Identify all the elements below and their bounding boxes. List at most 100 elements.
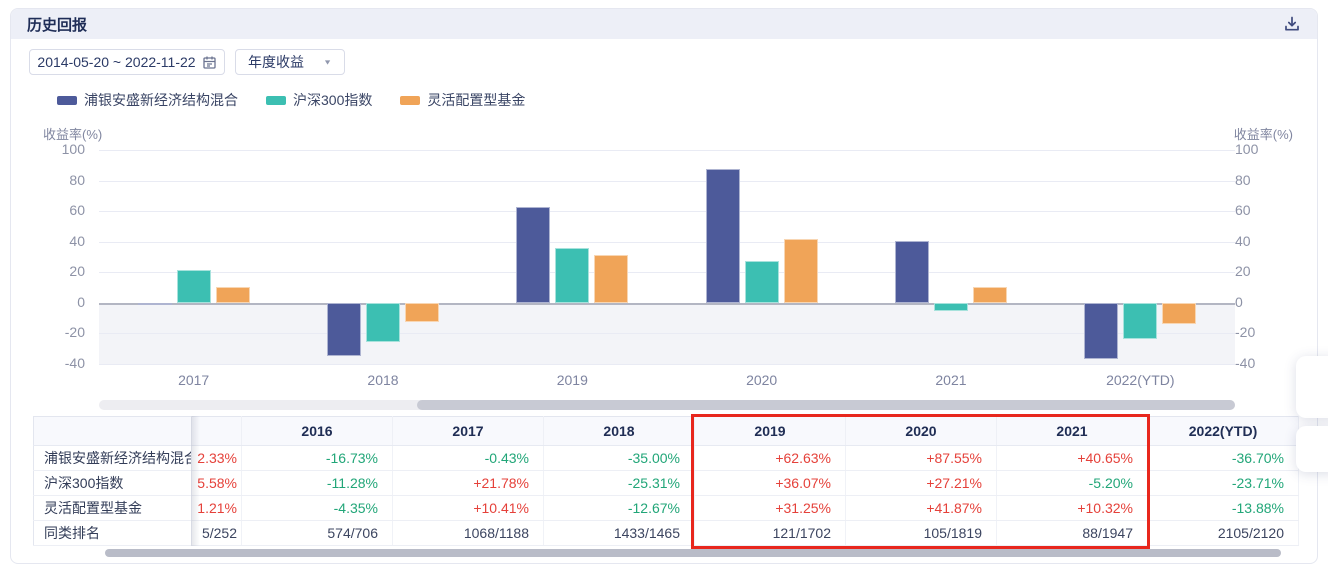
column-header-2017: 2017 [392, 416, 544, 446]
bar-2018-series0[interactable] [327, 302, 361, 357]
download-icon[interactable] [1283, 15, 1301, 33]
value-cell: +40.65% [996, 445, 1148, 471]
value-cell: -11.28% [241, 470, 393, 496]
legend-marker [400, 95, 421, 105]
value-cell: -13.88% [1147, 495, 1299, 521]
column-header-2021: 2021 [996, 416, 1148, 446]
value-cell: 1433/1465 [543, 520, 695, 546]
x-axis-label: 2022(YTD) [1106, 372, 1175, 388]
bar-2020-series0[interactable] [705, 169, 740, 303]
x-axis-label: 2017 [178, 372, 210, 388]
value-cell: 2105/2120 [1147, 520, 1299, 546]
y-tick-label: 60 [1235, 202, 1251, 219]
bar-2018-series1[interactable] [366, 302, 400, 342]
negative-region-band [99, 302, 1235, 364]
value-cell: +36.07% [694, 470, 846, 496]
table-row: 沪深300指数 5.58% -11.28% +21.78% -25.31% +36.07%… [33, 470, 1299, 496]
bar-2021-series0[interactable] [895, 240, 929, 303]
row-label: 沪深300指数 [33, 470, 192, 496]
value-cell: +41.87% [845, 495, 997, 521]
bar-2021-series2[interactable] [973, 287, 1007, 303]
period-select[interactable]: 年度收益 ▼ [235, 49, 345, 75]
column-header-2016: 2016 [241, 416, 393, 446]
column-header-2020: 2020 [845, 416, 997, 446]
row-label: 灵活配置型基金 [33, 495, 192, 521]
floating-widget-top[interactable] [1296, 356, 1328, 418]
y-tick-label: -40 [1235, 355, 1256, 371]
bar-2018-series2[interactable] [405, 302, 439, 323]
panel-titlebar: 历史回报 [11, 9, 1317, 39]
gridline [99, 180, 1235, 182]
column-header-2022(YTD): 2022(YTD) [1147, 416, 1299, 446]
y-tick-label: 20 [1235, 263, 1251, 280]
data-zoom-slider[interactable] [99, 400, 1235, 410]
table-scrollbar-thumb[interactable] [105, 549, 1281, 557]
value-cell: +21.78% [392, 470, 544, 496]
value-cell: -5.20% [996, 470, 1148, 496]
value-cell: -36.70% [1147, 445, 1299, 471]
value-cell: +10.32% [996, 495, 1148, 521]
floating-widget-bottom[interactable] [1296, 426, 1328, 472]
chart-controls: 2014-05-20 ~ 2022-11-22 年度收益 ▼ [29, 49, 1299, 75]
gridline [99, 241, 1235, 243]
bar-2019-series2[interactable] [594, 255, 629, 303]
y-tick-label: 100 [61, 141, 85, 157]
bar-2019-series1[interactable] [555, 247, 590, 303]
panel-title: 历史回报 [27, 16, 88, 34]
bar-2022(YTD)-series1[interactable] [1123, 302, 1158, 340]
y-tick-label: 60 [69, 202, 85, 219]
y-tick-label: -20 [64, 324, 85, 341]
value-cell: +27.21% [845, 470, 997, 496]
y-tick-label: 0 [1235, 293, 1243, 310]
calendar-icon [202, 56, 216, 69]
x-axis-label: 2020 [746, 372, 778, 388]
legend-item-1[interactable]: 沪深300指数 [266, 90, 372, 110]
value-cell: +62.63% [694, 445, 846, 471]
bar-2017-series0[interactable] [137, 302, 172, 305]
partial-cell: 5/252 [191, 520, 242, 546]
bar-2021-series1[interactable] [934, 302, 968, 311]
returns-table: 2016 2017 2018 2019 2020 2021 2022(YTD) 浦银安盛新经… [33, 416, 1299, 546]
data-zoom-thumb[interactable] [417, 400, 1235, 410]
y-tick-label: 80 [69, 171, 85, 188]
legend-marker [57, 95, 77, 105]
bar-2020-series2[interactable] [783, 238, 818, 303]
returns-table-wrap: 2016 2017 2018 2019 2020 2021 2022(YTD) 浦银安盛新经… [33, 414, 1299, 549]
y-tick-label: -20 [1235, 324, 1256, 341]
value-cell: +31.25% [694, 495, 846, 521]
value-cell: -23.71% [1147, 470, 1299, 496]
value-cell: 88/1947 [996, 520, 1148, 546]
column-header-2019: 2019 [694, 416, 846, 446]
legend-item-0[interactable]: 浦银安盛新经济结构混合 [57, 90, 238, 110]
bar-2017-series1[interactable] [176, 269, 211, 303]
value-cell: -0.43% [392, 445, 544, 471]
legend-label: 沪深300指数 [293, 92, 373, 108]
legend-marker [266, 95, 286, 105]
bar-2017-series2[interactable] [215, 286, 250, 303]
value-cell: 1068/1188 [392, 520, 544, 546]
bar-2020-series1[interactable] [744, 261, 779, 303]
bar-2022(YTD)-series2[interactable] [1162, 302, 1197, 325]
partial-cell: 1.21% [191, 495, 242, 521]
y-tick-label: 20 [69, 263, 85, 280]
value-cell: +87.55% [845, 445, 997, 471]
date-range-value: 2014-05-20 ~ 2022-11-22 [37, 54, 196, 70]
legend-item-2[interactable]: 灵活配置型基金 [400, 90, 525, 110]
gridline [99, 333, 1235, 335]
date-range-picker[interactable]: 2014-05-20 ~ 2022-11-22 [29, 49, 225, 75]
column-header-2018: 2018 [543, 416, 695, 446]
gridline [99, 364, 1235, 365]
value-cell: +10.41% [392, 495, 544, 521]
value-cell: -25.31% [543, 470, 695, 496]
partial-cell: 5.58% [191, 470, 242, 496]
chart-plot-area [99, 150, 1235, 365]
row-label: 同类排名 [33, 520, 192, 546]
y-tick-label: 40 [69, 232, 85, 249]
table-row: 浦银安盛新经济结构混合 2.33% -16.73% -0.43% -35.00% +62.… [33, 445, 1299, 471]
value-cell: -4.35% [241, 495, 393, 521]
value-cell: 121/1702 [694, 520, 846, 546]
bar-2022(YTD)-series0[interactable] [1084, 302, 1119, 359]
bar-2019-series0[interactable] [516, 207, 551, 303]
chart-legend: 浦银安盛新经济结构混合 沪深300指数 灵活配置型基金 [57, 90, 1299, 110]
period-select-value: 年度收益 [248, 54, 304, 70]
